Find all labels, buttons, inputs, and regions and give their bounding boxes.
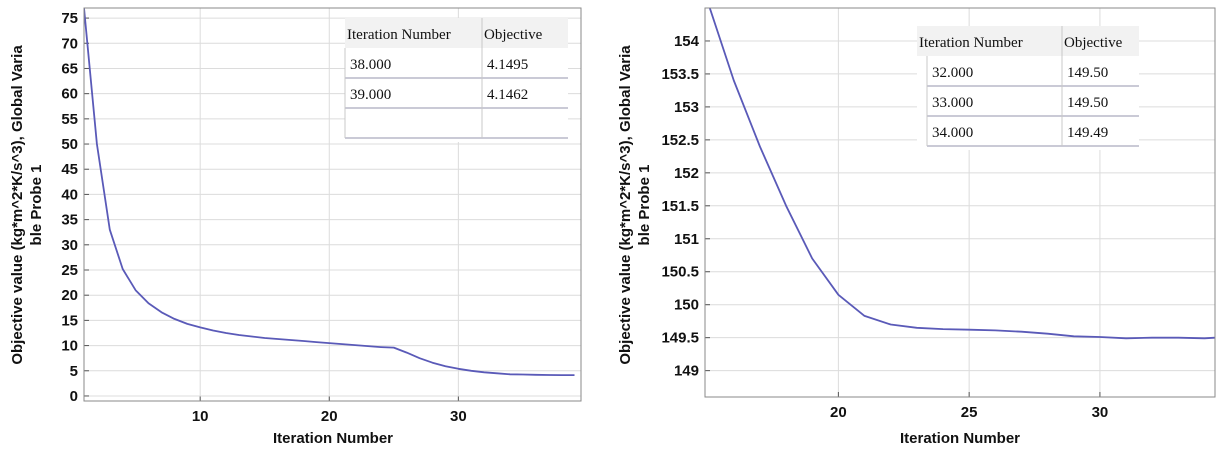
y-tick-label: 0: [70, 388, 78, 405]
table-cell-objective: 4.1495: [487, 57, 528, 73]
y-tick-label: 40: [61, 186, 78, 203]
table-header-cell: Iteration Number: [919, 35, 1023, 51]
plot-frame: [83, 7, 582, 402]
objective-chart-right: 20 25 30 149 149.5 150 150.5 151 151.5 152 152.5 15…: [617, 7, 1216, 447]
y-axis-label-line: ble Probe 1: [636, 165, 653, 246]
table-cell-objective: 149.50: [1067, 95, 1108, 111]
x-tick-label: 30: [450, 408, 467, 425]
table-cell-objective: 149.50: [1067, 65, 1108, 81]
x-axis-label: Iteration Number: [900, 430, 1020, 447]
y-tick-label: 150.5: [661, 264, 699, 281]
table-cell-iteration: 34.000: [932, 125, 973, 141]
y-tick-label: 65: [61, 60, 78, 77]
y-tick-label: 151.5: [661, 198, 699, 215]
table-header-cell: Objective: [484, 27, 543, 43]
y-tick-label: 45: [61, 161, 78, 178]
x-tick-label: 20: [321, 408, 338, 425]
y-tick-label: 10: [61, 338, 78, 355]
x-tick-label: 20: [830, 404, 847, 421]
y-axis-label-line: Objective value (kg*m^2*K/s^3), Global V…: [617, 45, 634, 365]
table-cell-iteration: 33.000: [932, 95, 973, 111]
objective-series-line: [84, 8, 575, 377]
y-tick-label: 149: [674, 363, 699, 380]
y-tick-label: 25: [61, 262, 78, 279]
y-tick-label: 152.5: [661, 132, 699, 149]
y-tick-label: 15: [61, 312, 78, 329]
x-tick-label: 30: [1092, 404, 1109, 421]
y-tick-label: 70: [61, 35, 78, 52]
y-tick-label: 30: [61, 237, 78, 254]
x-tick-label: 10: [192, 408, 209, 425]
y-axis-label-line: ble Probe 1: [28, 165, 45, 246]
y-tick-label: 55: [61, 111, 78, 128]
y-tick-label: 153.5: [661, 66, 699, 83]
y-tick-label: 75: [61, 10, 78, 27]
table-cell-iteration: 39.000: [350, 87, 391, 103]
table-header-cell: Objective: [1064, 35, 1123, 51]
table-cell-iteration: 38.000: [350, 57, 391, 73]
y-tick-label: 20: [61, 287, 78, 304]
y-tick-label: 153: [674, 99, 699, 116]
y-tick-label: 35: [61, 212, 78, 229]
y-tick-label: 152: [674, 165, 699, 182]
objective-series-line: [708, 8, 1215, 340]
y-tick-label: 154: [674, 33, 700, 50]
table-cell-iteration: 32.000: [932, 65, 973, 81]
table-header-cell: Iteration Number: [347, 27, 451, 43]
table-header-bg: [345, 18, 568, 48]
results-table: Iteration Number Objective 32.000 149.50 33.…: [917, 26, 1139, 150]
results-table: Iteration Number Objective 38.000 4.1495 39.…: [344, 18, 568, 142]
y-axis-label-line: Objective value (kg*m^2*K/s^3), Global V…: [9, 45, 26, 365]
table-cell-objective: 4.1462: [487, 87, 528, 103]
y-tick-label: 60: [61, 86, 78, 103]
plot-frame: [704, 7, 1216, 398]
y-tick-label: 149.5: [661, 330, 699, 347]
y-tick-label: 151: [674, 231, 699, 248]
objective-chart-left: 10 20 30 0 5 10 15 20 25 30 35 40 45 50 55 60 65 70 75 Iter…: [9, 7, 582, 447]
y-tick-label: 50: [61, 136, 78, 153]
y-tick-label: 150: [674, 297, 699, 314]
table-cell-objective: 149.49: [1067, 125, 1108, 141]
x-tick-label: 25: [961, 404, 978, 421]
x-axis-label: Iteration Number: [273, 430, 393, 447]
table-header-bg: [917, 26, 1139, 56]
y-tick-label: 5: [70, 363, 78, 380]
